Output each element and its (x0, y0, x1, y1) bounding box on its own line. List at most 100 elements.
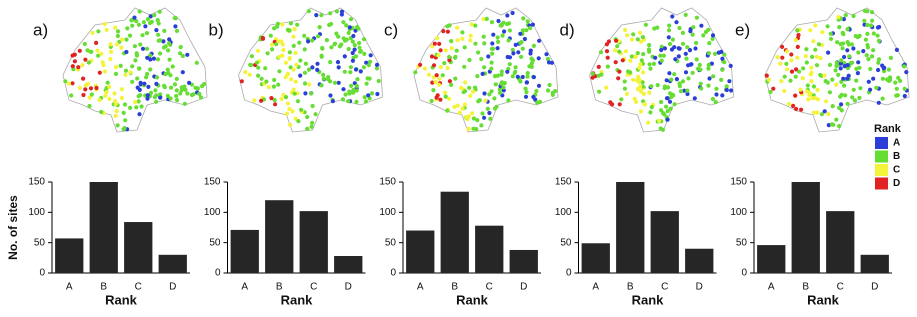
x-tick-label: B (451, 282, 458, 293)
map-site (894, 93, 899, 98)
map-site (888, 77, 893, 83)
map-site (674, 77, 679, 82)
map-site (100, 60, 105, 65)
map-site (814, 54, 819, 59)
map-site (473, 23, 478, 28)
map-site (864, 53, 869, 58)
map-site (148, 67, 153, 72)
map-site (353, 67, 359, 72)
map-site (295, 99, 301, 104)
map-site (795, 28, 800, 33)
map-site (598, 50, 604, 55)
map-site (793, 93, 798, 98)
map-site (658, 53, 663, 58)
map-site (678, 89, 684, 94)
map-site (722, 52, 727, 57)
map-site (673, 57, 678, 62)
map-site (496, 39, 501, 45)
map-site (87, 95, 92, 100)
map-site (795, 44, 800, 50)
map-site (775, 55, 780, 60)
map-site (499, 72, 504, 77)
map-site (313, 112, 318, 117)
map-site (422, 66, 428, 71)
map-site (489, 60, 494, 65)
map-site (497, 90, 503, 95)
map-site (130, 64, 135, 69)
map-site (670, 92, 675, 97)
map-site (614, 38, 619, 43)
bar (299, 211, 328, 273)
map-site (285, 101, 290, 106)
map-site (868, 66, 873, 72)
map-site (805, 83, 810, 88)
x-tick-label: C (486, 282, 493, 293)
map-site (113, 71, 119, 76)
map-site (309, 91, 314, 96)
map-site (605, 55, 610, 60)
map-site (845, 40, 850, 45)
map-site (290, 109, 295, 114)
map-site (173, 24, 178, 29)
map-site (123, 118, 128, 123)
map-site (502, 81, 507, 86)
map-site (174, 93, 179, 99)
map-site (489, 20, 495, 25)
map-site (315, 67, 320, 72)
map-site (856, 50, 861, 55)
map-site (473, 41, 478, 46)
map-site (438, 97, 443, 102)
map-site (713, 100, 718, 105)
map-site (662, 46, 667, 51)
map-site (871, 31, 876, 36)
map-site (115, 29, 121, 34)
map-site (856, 60, 861, 65)
map-site (691, 25, 696, 30)
map-site (288, 21, 293, 26)
map-site (288, 65, 293, 70)
map-site (810, 54, 815, 60)
map-site (668, 106, 673, 111)
map-site (443, 90, 448, 95)
map-site (484, 16, 489, 21)
map-site (617, 69, 622, 74)
map-site (489, 46, 494, 51)
map-site (661, 53, 666, 58)
map-site (437, 41, 442, 47)
map-site (482, 41, 487, 46)
map-site (302, 47, 307, 52)
map-site (247, 72, 252, 77)
legend-swatch (875, 177, 888, 190)
map-site (163, 44, 168, 49)
map-site (254, 60, 260, 65)
map-site (490, 51, 495, 56)
map-site (135, 76, 140, 81)
map-site (152, 13, 157, 18)
map-site (834, 117, 839, 122)
map-site (524, 90, 529, 95)
map-site (96, 53, 101, 58)
map-site (888, 55, 893, 61)
map (413, 7, 559, 133)
map-site (89, 92, 94, 97)
y-tick-label: 150 (730, 177, 747, 188)
map-site (841, 76, 846, 81)
x-tick-label: D (520, 282, 527, 293)
legend-swatch (875, 150, 888, 163)
map-site (347, 91, 352, 96)
map-site (332, 80, 338, 85)
map-site (706, 83, 711, 88)
map-site (676, 54, 681, 59)
map-site (699, 86, 704, 91)
map-site (785, 67, 790, 72)
map-site (132, 44, 137, 49)
map-site (693, 46, 698, 51)
map-site (138, 93, 143, 98)
map-site (174, 88, 179, 93)
map-site (102, 69, 107, 74)
map-site (137, 112, 142, 117)
x-tick-label: D (345, 282, 352, 293)
map-site (667, 71, 672, 76)
map-site (435, 36, 440, 41)
map-site (842, 54, 847, 60)
